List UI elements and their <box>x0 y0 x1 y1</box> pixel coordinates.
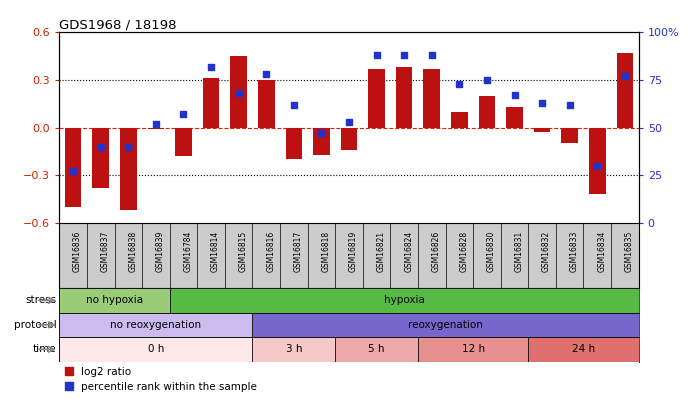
Bar <box>369 69 385 128</box>
Bar <box>534 128 551 132</box>
Point <box>592 162 603 169</box>
Bar <box>147 128 164 129</box>
Bar <box>418 337 528 362</box>
Text: GSM16819: GSM16819 <box>349 230 358 272</box>
Text: 12 h: 12 h <box>461 344 484 354</box>
Bar <box>424 69 440 128</box>
Text: GSM16831: GSM16831 <box>514 230 524 272</box>
Point <box>454 81 465 87</box>
Text: stress: stress <box>25 295 57 305</box>
Text: hypoxia: hypoxia <box>384 295 424 305</box>
Text: GDS1968 / 18198: GDS1968 / 18198 <box>59 18 177 31</box>
Point <box>68 168 79 175</box>
Text: GSM16832: GSM16832 <box>542 230 551 272</box>
Bar <box>59 288 170 313</box>
Bar <box>203 79 219 128</box>
Bar <box>285 128 302 159</box>
Text: no hypoxia: no hypoxia <box>86 295 143 305</box>
Point <box>619 73 630 79</box>
Bar <box>396 67 413 128</box>
Text: GSM16834: GSM16834 <box>597 230 607 272</box>
Bar <box>335 337 418 362</box>
Bar <box>59 337 253 362</box>
Bar <box>59 313 253 337</box>
Bar <box>253 313 639 337</box>
Text: reoxygenation: reoxygenation <box>408 320 483 330</box>
Bar <box>616 53 633 128</box>
Bar <box>120 128 137 210</box>
Bar <box>341 128 357 150</box>
Text: GSM16814: GSM16814 <box>211 230 220 272</box>
Text: GSM16828: GSM16828 <box>459 230 468 272</box>
Text: GSM16838: GSM16838 <box>128 230 138 272</box>
Point <box>233 90 244 96</box>
Text: 3 h: 3 h <box>285 344 302 354</box>
Bar <box>230 56 247 128</box>
Text: GSM16817: GSM16817 <box>294 230 303 272</box>
Bar <box>175 128 192 156</box>
Point <box>205 64 216 70</box>
Text: protocol: protocol <box>14 320 57 330</box>
Text: 0 h: 0 h <box>148 344 164 354</box>
Text: time: time <box>33 344 57 354</box>
Text: GSM16837: GSM16837 <box>101 230 110 272</box>
Point <box>399 52 410 58</box>
Bar <box>170 288 639 313</box>
Text: GSM16815: GSM16815 <box>239 230 248 272</box>
Text: GSM16821: GSM16821 <box>377 230 385 272</box>
Text: GSM16835: GSM16835 <box>625 230 634 272</box>
Text: GSM16824: GSM16824 <box>404 230 413 272</box>
Text: 5 h: 5 h <box>369 344 385 354</box>
Text: GSM16816: GSM16816 <box>266 230 275 272</box>
Point <box>178 111 189 117</box>
Point <box>564 102 575 108</box>
Bar <box>451 112 468 128</box>
Text: GSM16826: GSM16826 <box>432 230 440 272</box>
Bar <box>92 128 109 188</box>
Point <box>150 121 161 127</box>
Point <box>288 102 299 108</box>
Point <box>315 130 327 136</box>
Text: no reoxygenation: no reoxygenation <box>110 320 202 330</box>
Text: GSM16833: GSM16833 <box>570 230 579 272</box>
Bar <box>253 337 335 362</box>
Point <box>371 52 383 58</box>
Point <box>537 100 548 106</box>
Bar <box>479 96 495 128</box>
Point <box>482 77 493 83</box>
Text: GSM16818: GSM16818 <box>321 230 330 272</box>
Point <box>509 92 520 98</box>
Point <box>343 119 355 125</box>
Bar <box>528 337 639 362</box>
Text: 24 h: 24 h <box>572 344 595 354</box>
Bar <box>313 128 329 155</box>
Point <box>260 71 272 77</box>
Text: GSM16839: GSM16839 <box>156 230 165 272</box>
Bar <box>65 128 82 207</box>
Point <box>426 52 438 58</box>
Bar <box>589 128 606 194</box>
Point <box>123 143 134 150</box>
Text: GSM16830: GSM16830 <box>487 230 496 272</box>
Bar <box>561 128 578 143</box>
Legend: log2 ratio, percentile rank within the sample: log2 ratio, percentile rank within the s… <box>62 364 259 394</box>
Point <box>95 143 106 150</box>
Bar <box>258 80 274 128</box>
Bar <box>506 107 523 128</box>
Text: GSM16784: GSM16784 <box>184 230 193 272</box>
Text: GSM16836: GSM16836 <box>73 230 82 272</box>
